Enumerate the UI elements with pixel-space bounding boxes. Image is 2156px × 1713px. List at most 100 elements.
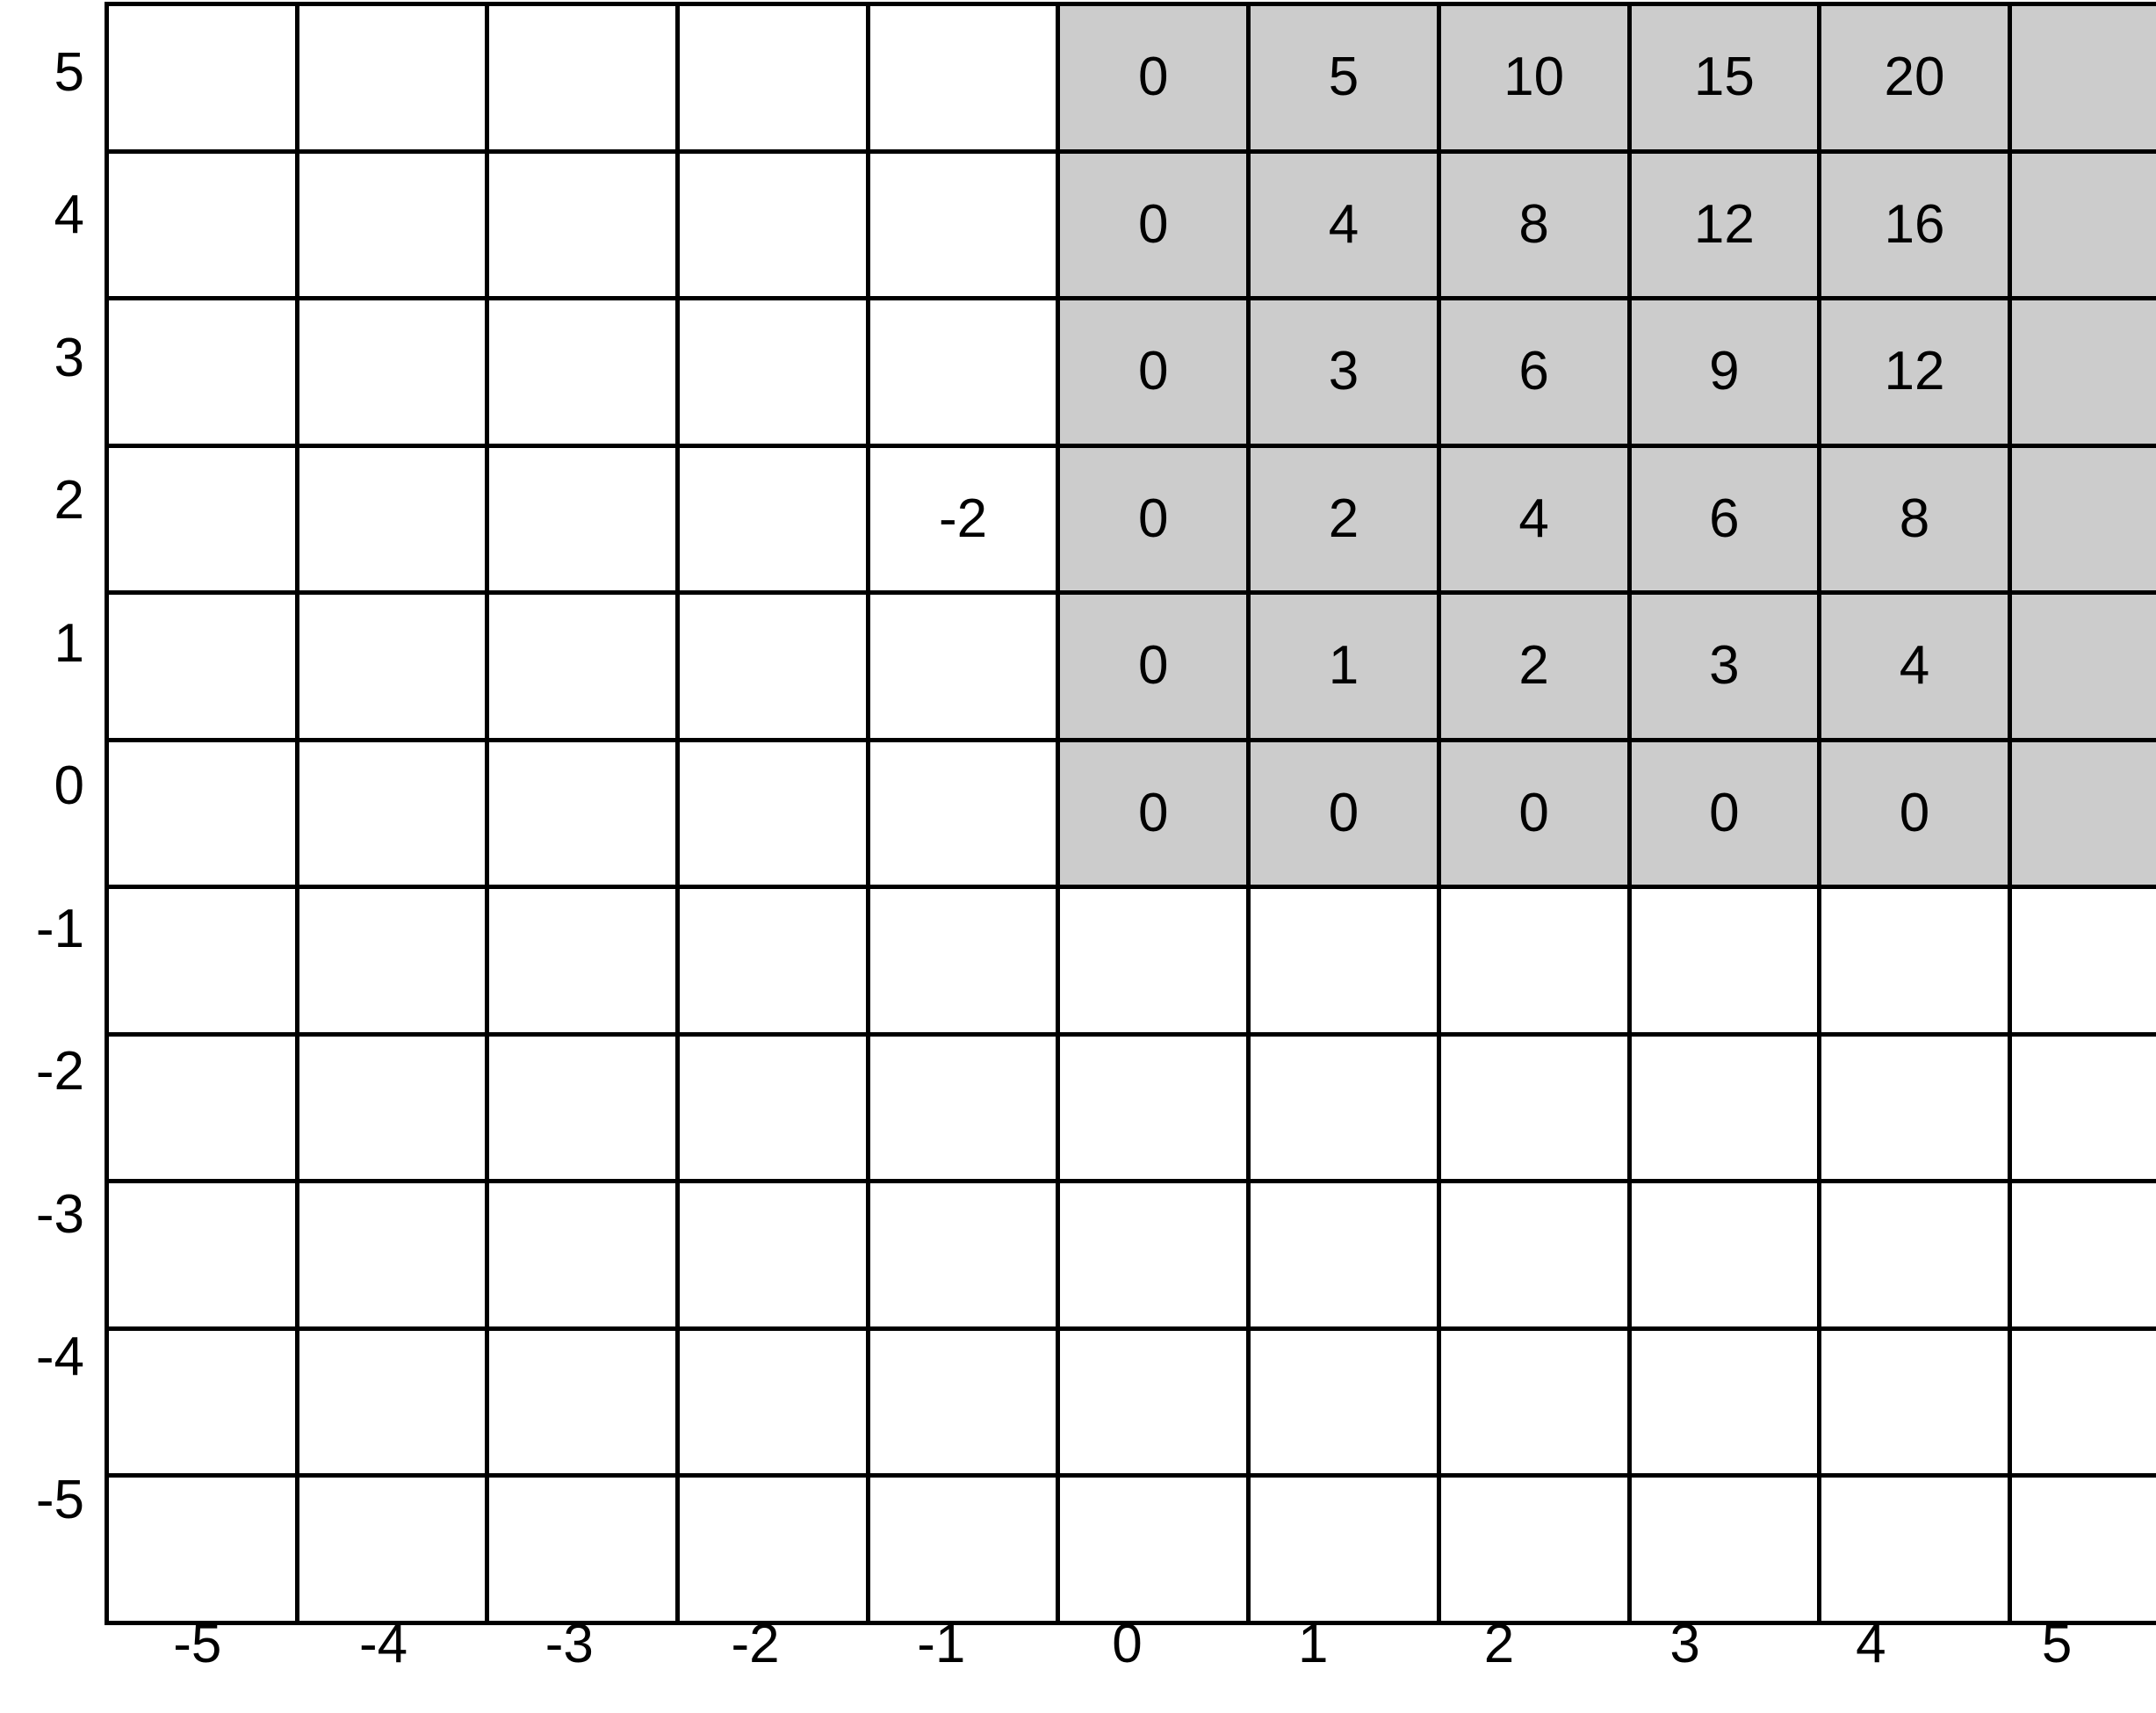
grid-cell[interactable] xyxy=(675,443,870,595)
grid-cell[interactable] xyxy=(1817,1179,2012,1331)
grid-cell[interactable]: 0 xyxy=(1626,737,1822,889)
grid-cell[interactable] xyxy=(1056,1179,1251,1331)
grid-cell[interactable]: 20 xyxy=(1817,2,2012,154)
grid-cell[interactable] xyxy=(865,1326,1061,1478)
grid-cell[interactable] xyxy=(1246,1473,1441,1625)
grid-cell[interactable] xyxy=(485,148,681,300)
grid-cell[interactable] xyxy=(294,148,490,300)
grid-cell[interactable] xyxy=(1626,1326,1822,1478)
grid-cell[interactable] xyxy=(294,443,490,595)
grid-cell[interactable] xyxy=(1817,1473,2012,1625)
grid-cell[interactable] xyxy=(675,1179,870,1331)
grid-cell[interactable] xyxy=(294,590,490,742)
grid-cell[interactable]: 10 xyxy=(1436,2,1632,154)
grid-cell[interactable] xyxy=(485,1031,681,1183)
grid-cell[interactable] xyxy=(865,1473,1061,1625)
grid-cell[interactable] xyxy=(485,1179,681,1331)
grid-cell[interactable]: 4 xyxy=(1436,443,1632,595)
grid-cell[interactable] xyxy=(1056,1031,1251,1183)
grid-cell[interactable] xyxy=(675,590,870,742)
grid-cell[interactable] xyxy=(1817,1326,2012,1478)
grid-cell[interactable]: 12 xyxy=(1817,296,2012,448)
grid-cell[interactable] xyxy=(485,1326,681,1478)
grid-cell[interactable] xyxy=(1056,1473,1251,1625)
grid-cell[interactable]: 0 xyxy=(1056,443,1251,595)
grid-cell[interactable]: 2 xyxy=(1246,443,1441,595)
grid-cell[interactable] xyxy=(105,1179,299,1331)
grid-cell[interactable]: 2 xyxy=(1436,590,1632,742)
grid-cell[interactable] xyxy=(1626,1473,1822,1625)
grid-cell[interactable] xyxy=(485,296,681,448)
grid-cell[interactable]: 4 xyxy=(1246,148,1441,300)
grid-cell[interactable] xyxy=(675,737,870,889)
grid-cell[interactable] xyxy=(675,1473,870,1625)
grid-cell[interactable] xyxy=(485,1473,681,1625)
grid-cell[interactable] xyxy=(1626,1179,1822,1331)
grid-cell[interactable]: 5 xyxy=(1246,2,1441,154)
grid-cell[interactable] xyxy=(865,296,1061,448)
grid-cell[interactable]: 6 xyxy=(1436,296,1632,448)
grid-cell[interactable] xyxy=(1246,885,1441,1037)
grid-cell[interactable]: 16 xyxy=(1817,148,2012,300)
grid-cell[interactable] xyxy=(675,2,870,154)
grid-cell[interactable] xyxy=(1056,1326,1251,1478)
grid-cell[interactable] xyxy=(294,885,490,1037)
grid-cell[interactable] xyxy=(105,885,299,1037)
grid-cell[interactable] xyxy=(1246,1031,1441,1183)
grid-cell[interactable]: 6 xyxy=(1626,443,1822,595)
grid-cell[interactable] xyxy=(1626,1031,1822,1183)
grid-cell[interactable] xyxy=(294,2,490,154)
grid-cell[interactable] xyxy=(294,1326,490,1478)
grid-cell[interactable] xyxy=(1246,1179,1441,1331)
grid-cell[interactable] xyxy=(675,148,870,300)
grid-cell[interactable] xyxy=(1436,1179,1632,1331)
grid-cell[interactable] xyxy=(294,1031,490,1183)
grid-cell[interactable]: 0 xyxy=(1817,737,2012,889)
grid-cell[interactable] xyxy=(1436,1326,1632,1478)
grid-cell[interactable] xyxy=(1817,1031,2012,1183)
grid-cell[interactable] xyxy=(2007,1326,2156,1478)
grid-cell[interactable] xyxy=(1436,1031,1632,1183)
grid-cell[interactable] xyxy=(2007,590,2156,742)
grid-cell[interactable] xyxy=(105,2,299,154)
grid-cell[interactable] xyxy=(1246,1326,1441,1478)
grid-cell[interactable] xyxy=(105,1031,299,1183)
grid-cell[interactable] xyxy=(1436,1473,1632,1625)
grid-cell[interactable] xyxy=(865,1031,1061,1183)
grid-cell[interactable] xyxy=(485,2,681,154)
grid-cell[interactable] xyxy=(485,590,681,742)
grid-cell[interactable]: 0 xyxy=(1056,148,1251,300)
grid-cell[interactable] xyxy=(294,1473,490,1625)
grid-cell[interactable] xyxy=(2007,737,2156,889)
grid-cell[interactable]: 4 xyxy=(1817,590,2012,742)
grid-cell[interactable] xyxy=(105,1473,299,1625)
grid-cell[interactable]: 0 xyxy=(1436,737,1632,889)
grid-cell[interactable]: 0 xyxy=(1056,296,1251,448)
grid-cell[interactable]: 15 xyxy=(1626,2,1822,154)
grid-cell[interactable] xyxy=(294,737,490,889)
grid-cell[interactable] xyxy=(1436,885,1632,1037)
grid-cell[interactable] xyxy=(2007,1473,2156,1625)
grid-cell[interactable] xyxy=(2007,1031,2156,1183)
grid-cell[interactable] xyxy=(105,148,299,300)
grid-cell[interactable] xyxy=(485,885,681,1037)
grid-cell[interactable] xyxy=(105,737,299,889)
grid-cell[interactable]: 3 xyxy=(1626,590,1822,742)
grid-cell[interactable]: 12 xyxy=(1626,148,1822,300)
grid-cell[interactable]: 0 xyxy=(1056,737,1251,889)
grid-cell[interactable] xyxy=(485,443,681,595)
grid-cell[interactable] xyxy=(865,1179,1061,1331)
grid-cell[interactable]: -2 xyxy=(865,443,1061,595)
grid-cell[interactable] xyxy=(675,296,870,448)
grid-cell[interactable] xyxy=(2007,1179,2156,1331)
grid-cell[interactable]: 0 xyxy=(1056,590,1251,742)
grid-cell[interactable] xyxy=(675,1326,870,1478)
grid-cell[interactable] xyxy=(675,885,870,1037)
grid-cell[interactable] xyxy=(2007,885,2156,1037)
grid-cell[interactable] xyxy=(2007,2,2156,154)
grid-cell[interactable]: 3 xyxy=(1246,296,1441,448)
grid-cell[interactable] xyxy=(1817,885,2012,1037)
grid-cell[interactable] xyxy=(2007,443,2156,595)
grid-cell[interactable] xyxy=(675,1031,870,1183)
grid-cell[interactable] xyxy=(105,1326,299,1478)
